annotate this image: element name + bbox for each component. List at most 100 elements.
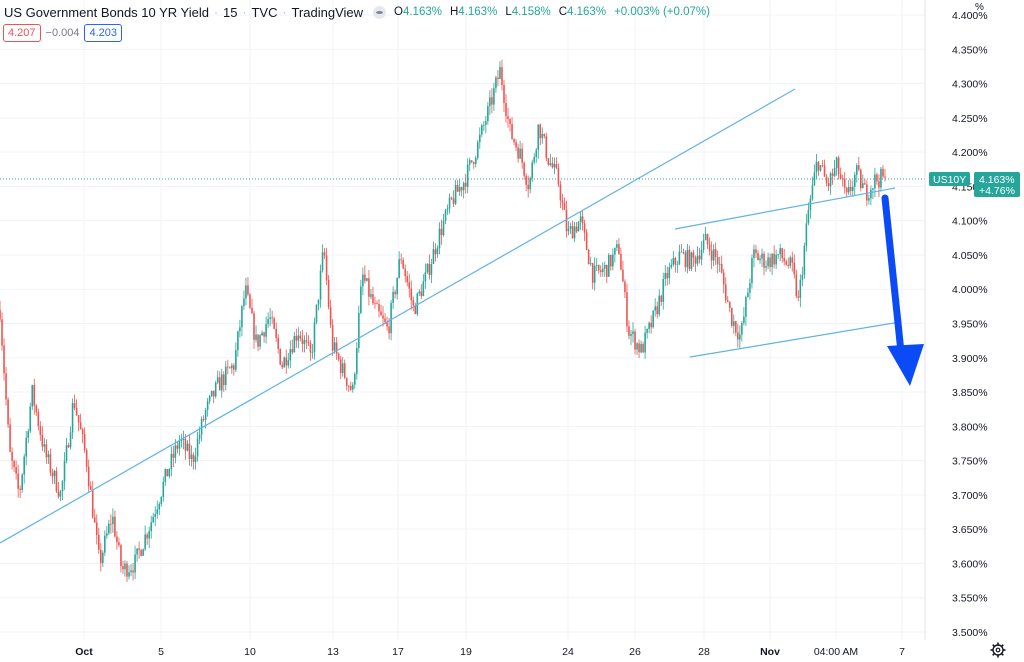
candle: [380, 304, 382, 316]
candle: [279, 348, 282, 366]
candle: [759, 255, 761, 264]
interval-label[interactable]: 15: [223, 4, 238, 20]
candle: [555, 157, 558, 170]
candle: [434, 243, 437, 262]
candle: [696, 246, 699, 267]
candle: [741, 321, 743, 342]
symbol-title[interactable]: US Government Bonds 10 YR Yield: [4, 4, 209, 20]
candle: [513, 138, 515, 146]
ask-price-button[interactable]: 4.203: [84, 24, 123, 42]
candle: [569, 222, 572, 234]
candle: [281, 361, 284, 370]
candle: [33, 378, 36, 415]
candle: [51, 468, 54, 484]
candle: [730, 307, 733, 328]
candle: [73, 394, 76, 411]
candle: [654, 298, 656, 317]
candle: [184, 434, 187, 460]
candle: [345, 377, 348, 391]
candle: [25, 430, 28, 465]
candle: [608, 253, 610, 277]
candle: [489, 90, 491, 116]
candle: [406, 271, 409, 287]
candle: [537, 124, 540, 159]
candle: [241, 305, 243, 337]
trendline-support[interactable]: [0, 88, 796, 544]
candle: [503, 79, 505, 112]
candle: [7, 397, 9, 428]
candle: [809, 195, 812, 219]
candle: [53, 469, 56, 485]
candle: [79, 413, 82, 430]
candle: [212, 390, 215, 404]
candle: [118, 537, 120, 547]
visibility-eye-icon[interactable]: [373, 5, 387, 19]
down-arrow-icon[interactable]: [881, 194, 924, 386]
candle: [384, 313, 386, 325]
candle: [224, 361, 227, 391]
y-tick-label: 3.850%: [952, 387, 988, 399]
candle: [755, 244, 757, 258]
candle: [321, 244, 324, 273]
candle: [652, 310, 654, 329]
y-tick-label: 4.050%: [952, 250, 988, 262]
candle: [545, 132, 548, 162]
candle: [208, 394, 211, 405]
candle: [444, 208, 447, 225]
grid: [0, 0, 925, 640]
y-tick-label: 4.250%: [952, 113, 988, 125]
candle: [733, 314, 735, 334]
candle: [739, 325, 741, 349]
settings-gear-icon[interactable]: [990, 642, 1006, 658]
candle: [152, 512, 155, 523]
candle: [676, 260, 679, 273]
candle: [202, 415, 205, 422]
bid-price-button[interactable]: 4.207: [3, 24, 41, 42]
candle: [628, 320, 630, 340]
y-tick-label: 4.400%: [952, 10, 988, 22]
candle: [61, 480, 64, 501]
trendlines[interactable]: [0, 88, 901, 544]
candle: [485, 115, 487, 134]
candle: [587, 248, 590, 265]
candle: [55, 467, 58, 493]
time-axis[interactable]: Oct 5 10 13 17 19 24 26 28 Nov 04:00 AM 7: [75, 646, 905, 658]
candle: [394, 289, 396, 299]
candle: [531, 159, 534, 183]
candle: [17, 464, 19, 498]
channel-upper-line[interactable]: [674, 187, 896, 230]
candle: [761, 248, 763, 268]
candle: [712, 244, 715, 267]
candle: [519, 140, 521, 160]
candle: [599, 265, 602, 277]
candle: [787, 257, 790, 269]
candle: [684, 250, 687, 272]
candle: [646, 328, 648, 339]
candle: [702, 233, 705, 254]
candle: [523, 161, 525, 180]
candle: [807, 202, 810, 226]
candle: [253, 310, 255, 349]
candle: [577, 221, 580, 232]
y-tick-label: 3.950%: [952, 319, 988, 331]
candle: [231, 363, 233, 374]
channel-lower-line[interactable]: [689, 321, 901, 358]
candle: [517, 143, 519, 163]
candle: [720, 255, 723, 274]
candle: [872, 188, 874, 199]
candle: [845, 186, 848, 198]
candle: [337, 352, 340, 362]
y-tick-label: 3.900%: [952, 353, 988, 365]
candle: [77, 415, 80, 432]
candle: [495, 75, 497, 93]
candle: [849, 179, 852, 196]
candle: [275, 322, 277, 343]
ohlc-open: O4.163%: [394, 6, 442, 18]
price-axis[interactable]: 4.400%4.350%4.300%4.250%4.200%4.150%4.10…: [952, 10, 988, 639]
candle: [468, 157, 471, 172]
candle: [126, 560, 128, 582]
candle: [104, 530, 106, 557]
candle: [571, 220, 574, 239]
candle: [466, 158, 469, 194]
